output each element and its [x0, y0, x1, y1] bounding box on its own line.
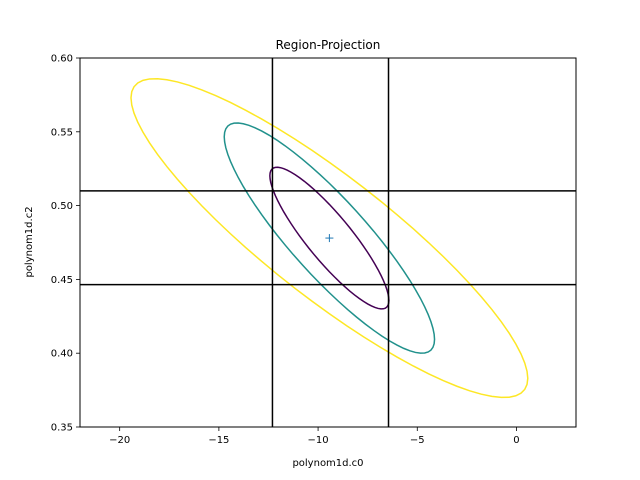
best-fit-layer	[325, 234, 334, 243]
y-tick-label: 0.45	[51, 275, 73, 286]
y-tick-label: 0.55	[51, 127, 73, 138]
contour-level-3	[130, 77, 529, 399]
y-axis-label: polynom1d.c2	[24, 206, 35, 277]
y-tick-label: 0.40	[51, 349, 73, 360]
y-axis-ticks: 0.35 0.40 0.45 0.50 0.55 0.60	[51, 54, 80, 434]
x-tick-label: −20	[109, 435, 130, 446]
plot-frame	[79, 57, 577, 428]
y-tick-label: 0.50	[51, 201, 73, 212]
x-tick-label: −5	[410, 435, 425, 446]
x-axis-label: polynom1d.c0	[292, 458, 363, 469]
chart-title: Region-Projection	[276, 38, 381, 52]
x-tick-label: −10	[308, 435, 329, 446]
contour-layer	[130, 77, 529, 399]
x-axis-ticks: −20 −15 −10 −5 0	[109, 427, 520, 446]
reference-lines-layer	[80, 58, 576, 427]
best-fit-marker	[325, 234, 334, 243]
contour-level-2	[223, 122, 436, 354]
x-tick-label: −15	[208, 435, 229, 446]
x-tick-label: 0	[513, 435, 519, 446]
y-tick-label: 0.35	[51, 423, 73, 434]
y-tick-label: 0.60	[51, 54, 73, 65]
contour-level-1	[269, 166, 390, 310]
